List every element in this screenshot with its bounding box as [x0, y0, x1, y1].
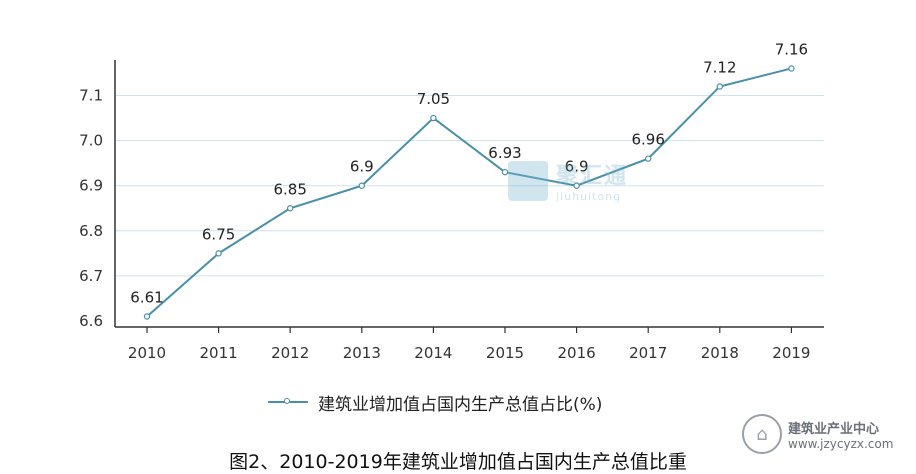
watermark-title: 聚汇通 — [556, 164, 629, 189]
data-point — [287, 205, 294, 212]
data-label: 6.93 — [488, 144, 521, 162]
y-tick-label: 7.0 — [79, 132, 103, 150]
x-tick-label: 2010 — [128, 344, 166, 362]
data-label: 6.85 — [273, 180, 306, 198]
x-tick-label: 2018 — [701, 344, 739, 362]
data-points — [143, 65, 795, 320]
figure-caption: 图2、2010-2019年建筑业增加值占国内生产总值比重 — [229, 451, 687, 473]
x-tick-label: 2012 — [271, 344, 309, 362]
line-chart: 6.66.76.86.97.07.1 2010 2011 2012 2013 2014 2… — [79, 40, 824, 362]
data-point — [501, 168, 509, 176]
source-logo: ⌂ 建筑业产业中心 www.jzycyzx.com — [742, 414, 893, 454]
data-point — [358, 182, 365, 189]
data-point — [716, 83, 724, 90]
y-tick-label: 6.8 — [79, 222, 103, 240]
y-tick-labels: 6.6 6.7 6.8 6.9 7.0 7.1 — [79, 87, 103, 331]
y-tick-label: 6.6 — [79, 312, 103, 330]
data-labels: 6.61 6.75 6.85 6.9 7.05 6.93 6.9 6.96 7.12 7.16 — [130, 40, 808, 306]
x-tick-label: 2014 — [414, 344, 452, 362]
data-label: 7.05 — [417, 90, 450, 108]
series-line — [146, 67, 792, 318]
x-tick-label: 2013 — [343, 344, 381, 362]
watermark: 聚汇通 jiuhuitong — [508, 158, 628, 203]
data-point — [215, 250, 222, 257]
data-label: 6.96 — [631, 131, 664, 149]
x-tick-label: 2019 — [772, 344, 810, 362]
data-point — [573, 182, 580, 189]
data-label: 6.61 — [130, 288, 163, 306]
data-label: 7.12 — [703, 58, 736, 76]
source-logo-url: www.jzycyzx.com — [788, 436, 894, 451]
legend-line-marker-icon — [268, 398, 308, 404]
x-tick-label: 2016 — [558, 344, 596, 362]
x-tick-label: 2017 — [629, 344, 667, 362]
data-label: 6.9 — [350, 158, 374, 176]
data-point — [143, 313, 151, 320]
watermark-logo-icon — [508, 160, 548, 201]
data-point — [645, 155, 652, 162]
x-tick-label: 2015 — [486, 344, 524, 362]
data-point — [430, 114, 437, 122]
axes — [114, 60, 824, 333]
y-tick-label: 7.1 — [79, 87, 103, 105]
data-label: 6.75 — [202, 225, 235, 243]
x-tick-label: 2011 — [200, 344, 238, 362]
y-tick-label: 6.7 — [79, 267, 103, 285]
y-tick-label: 6.9 — [79, 177, 103, 195]
data-label: 7.16 — [775, 40, 808, 58]
watermark-subtitle: jiuhuitong — [556, 190, 622, 203]
legend: 建筑业增加值占国内生产总值占比(%) — [268, 388, 602, 416]
series-line-layer — [146, 67, 792, 318]
source-logo-title: 建筑业产业中心 — [788, 421, 880, 437]
building-seal-icon: ⌂ — [742, 414, 782, 454]
legend-label: 建筑业增加值占国内生产总值占比(%) — [318, 394, 603, 415]
data-label: 6.9 — [565, 158, 589, 176]
x-tick-labels: 2010 2011 2012 2013 2014 2015 2016 2017 2018 2019 — [128, 344, 811, 362]
gridlines — [115, 95, 824, 277]
data-point — [788, 65, 795, 72]
